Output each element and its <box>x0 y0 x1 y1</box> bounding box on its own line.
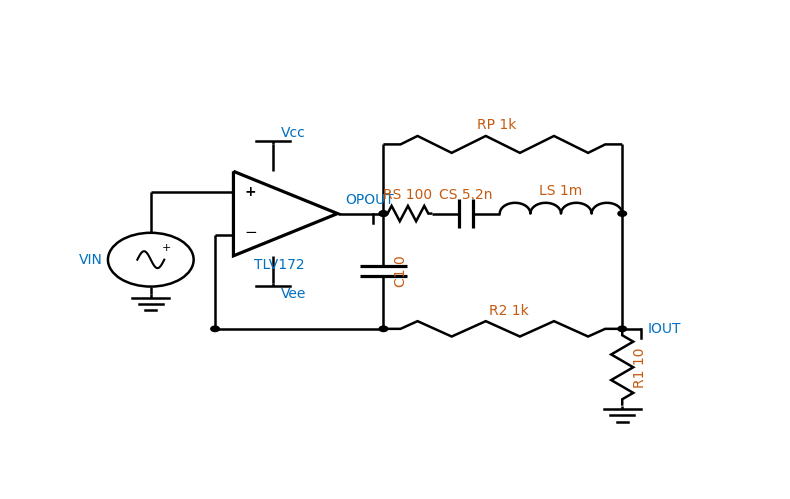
Text: Vee: Vee <box>280 287 306 301</box>
Text: IOUT: IOUT <box>648 322 682 336</box>
Circle shape <box>618 326 626 331</box>
Circle shape <box>379 326 388 331</box>
Text: LS 1m: LS 1m <box>540 184 582 198</box>
Text: CS 5.2n: CS 5.2n <box>439 188 493 202</box>
Text: RS 100: RS 100 <box>383 188 432 202</box>
Text: VIN: VIN <box>79 252 103 266</box>
Text: +: + <box>161 243 171 253</box>
Circle shape <box>618 211 626 216</box>
Text: OPOUT: OPOUT <box>345 193 394 207</box>
Circle shape <box>379 211 388 216</box>
Text: +: + <box>245 186 257 200</box>
Text: C1 0: C1 0 <box>394 255 408 287</box>
Text: R1 10: R1 10 <box>634 347 647 388</box>
Text: Vcc: Vcc <box>280 126 306 140</box>
Circle shape <box>379 211 388 216</box>
Text: RP 1k: RP 1k <box>477 118 517 132</box>
Text: −: − <box>244 225 257 241</box>
Text: TLV172: TLV172 <box>254 258 305 272</box>
Circle shape <box>211 326 220 331</box>
Text: R2 1k: R2 1k <box>489 304 529 318</box>
